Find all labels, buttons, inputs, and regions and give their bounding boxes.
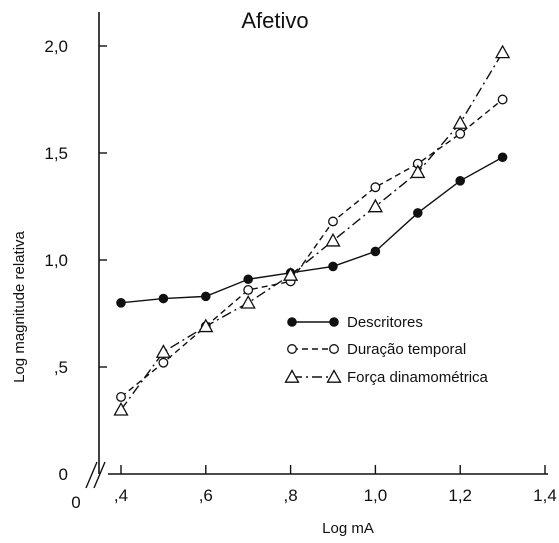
data-point — [158, 357, 169, 368]
data-point — [328, 261, 338, 272]
chart-title: Afetivo — [241, 8, 308, 33]
legend-entry: Descritores — [287, 314, 423, 331]
data-point — [325, 232, 341, 247]
y-tick-label: 2,0 — [44, 37, 68, 56]
x-tick-label: 1,2 — [448, 486, 472, 505]
data-point — [370, 182, 381, 193]
axes: 0 ,5 1,0 1,5 2,0 ,4 ,6 ,8 1,0 1,2 1,4 0 — [44, 12, 557, 512]
data-point — [282, 267, 299, 281]
data-point — [116, 392, 126, 402]
legend-marker — [287, 317, 297, 327]
legend-marker — [329, 344, 339, 354]
legend-marker — [326, 369, 342, 383]
data-point — [452, 115, 468, 129]
x-tick-label: ,4 — [114, 486, 128, 505]
x-tick-label: 1,4 — [533, 486, 557, 505]
data-point — [494, 44, 511, 59]
x-tick-label: 1,0 — [364, 486, 388, 505]
data-point — [243, 285, 254, 295]
axis-break-mark — [93, 461, 106, 489]
data-point — [455, 128, 466, 139]
series-layer — [113, 44, 511, 416]
data-point — [243, 274, 253, 285]
data-point — [158, 293, 169, 304]
data-point — [113, 401, 129, 416]
x-tick-label: ,8 — [284, 486, 298, 505]
data-point — [410, 164, 426, 179]
x-axis-title: Log mA — [322, 520, 374, 537]
legend: Descritores Duração temporal Força dinamom… — [284, 314, 489, 386]
data-point — [116, 298, 126, 308]
y-tick-label: 1,5 — [44, 144, 68, 163]
data-point — [455, 176, 466, 186]
data-point — [198, 318, 214, 333]
series-3 — [113, 44, 511, 416]
data-point — [370, 246, 381, 257]
x-origin-label: 0 — [71, 493, 80, 512]
data-point — [201, 291, 211, 302]
series-line — [120, 156, 503, 304]
y-axis-title: Log magnitude relativa — [11, 230, 28, 382]
legend-entry: Duração temporal — [287, 341, 466, 358]
data-point — [413, 208, 423, 218]
legend-entry: Força dinamométrica — [284, 369, 489, 386]
legend-label: Força dinamométrica — [347, 369, 489, 386]
y-tick-label: 1,0 — [44, 251, 68, 270]
data-point — [497, 94, 508, 105]
axis-break-mark — [85, 461, 98, 489]
legend-marker — [329, 317, 339, 327]
data-point — [367, 198, 384, 213]
series-line — [120, 52, 504, 411]
series-1 — [116, 152, 508, 308]
y-tick-label: ,5 — [54, 358, 68, 377]
legend-label: Duração temporal — [347, 341, 466, 358]
data-point — [328, 216, 338, 227]
legend-marker — [287, 344, 297, 354]
data-point — [240, 294, 256, 309]
data-point — [155, 344, 172, 358]
legend-label: Descritores — [347, 314, 423, 331]
legend-marker — [284, 369, 300, 383]
data-point — [497, 152, 508, 163]
y-tick-label: 0 — [59, 465, 68, 484]
x-tick-label: ,6 — [199, 486, 213, 505]
